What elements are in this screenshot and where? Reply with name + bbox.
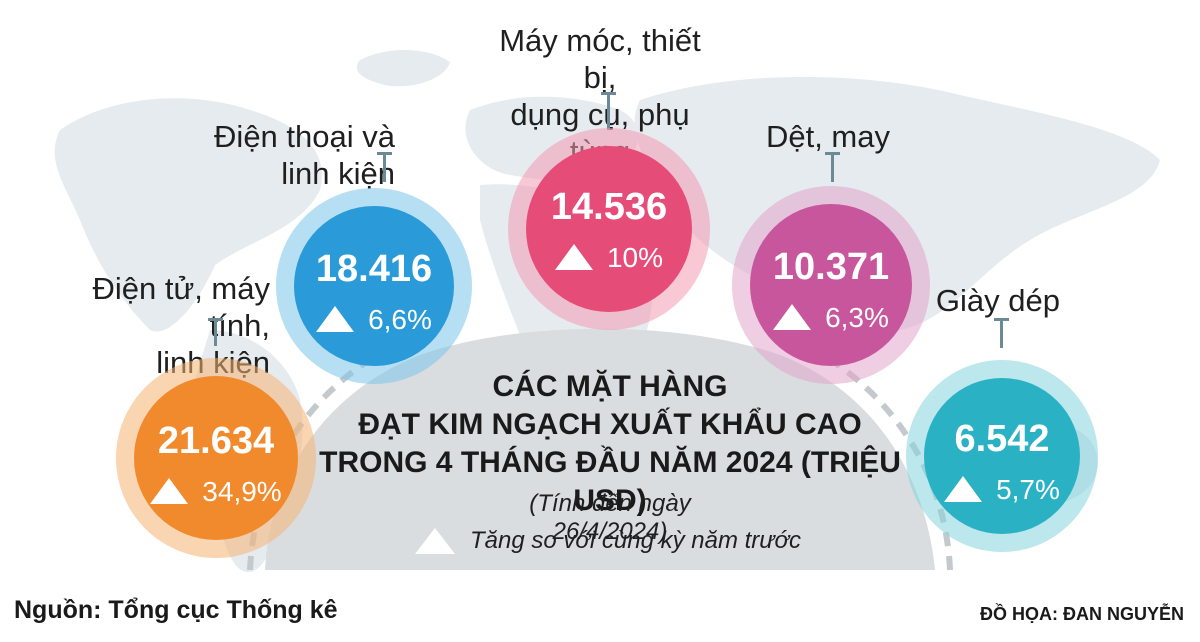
bubble-value: 6.542	[954, 418, 1050, 460]
tick-marker	[208, 318, 223, 346]
bubble-growth: 34,9%	[116, 476, 316, 508]
category-label-textiles: Dệt, may	[765, 119, 890, 154]
triangle-up-icon	[316, 305, 355, 332]
tick-marker	[377, 152, 392, 182]
bubble-phones: 18.416 6,6%	[276, 188, 472, 384]
bubble-value: 18.416	[315, 248, 433, 290]
triangle-up-icon	[150, 477, 189, 504]
chart-title: CÁC MẶT HÀNG ĐẠT KIM NGẠCH XUẤT KHẨU CAO…	[310, 368, 910, 520]
bubble-textiles: 10.371 6,3%	[732, 186, 930, 384]
category-label-phones: Điện thoại và linh kiện	[214, 119, 395, 191]
category-label-machinery: Máy móc, thiết bị, dụng cụ, phụ tùng	[499, 23, 701, 169]
tick-marker	[601, 92, 616, 130]
triangle-up-icon	[944, 475, 983, 502]
category-label-footwear: Giày dép	[935, 283, 1060, 318]
triangle-up-icon	[773, 303, 812, 330]
credit-text: ĐỒ HỌA: ĐAN NGUYỄN	[979, 604, 1184, 624]
triangle-up-icon	[554, 243, 593, 270]
bubble-machinery: 14.536 10%	[508, 128, 710, 330]
bubble-value: 10.371	[772, 246, 890, 288]
tick-marker	[994, 318, 1009, 348]
bubble-value: 21.634	[157, 420, 275, 462]
legend-triangle-icon	[415, 528, 455, 554]
bubble-value: 14.536	[550, 186, 668, 228]
title-dome	[265, 328, 935, 570]
bubble-footwear: 6.542 5,7%	[906, 360, 1098, 552]
bubble-growth: 5,7%	[906, 474, 1098, 506]
tick-marker	[825, 152, 840, 182]
source-text: Nguồn: Tổng cục Thống kê	[14, 596, 338, 624]
title-line-3: TRONG 4 THÁNG ĐẦU NĂM 2024 (TRIỆU USD)	[319, 446, 901, 517]
date-note: (Tính đến ngày 26/4/2024)	[529, 490, 691, 545]
title-line-2: ĐẠT KIM NGẠCH XUẤT KHẨU CAO	[358, 408, 862, 441]
bubble-growth: 6,6%	[276, 304, 472, 336]
bubble-growth: 10%	[508, 242, 710, 274]
bubble-growth: 6,3%	[732, 302, 930, 334]
legend-text: Tăng so với cùng kỳ năm trước	[470, 527, 802, 554]
title-line-1: CÁC MẶT HÀNG	[492, 370, 728, 403]
bubble-electronics: 21.634 34,9%	[116, 358, 316, 558]
